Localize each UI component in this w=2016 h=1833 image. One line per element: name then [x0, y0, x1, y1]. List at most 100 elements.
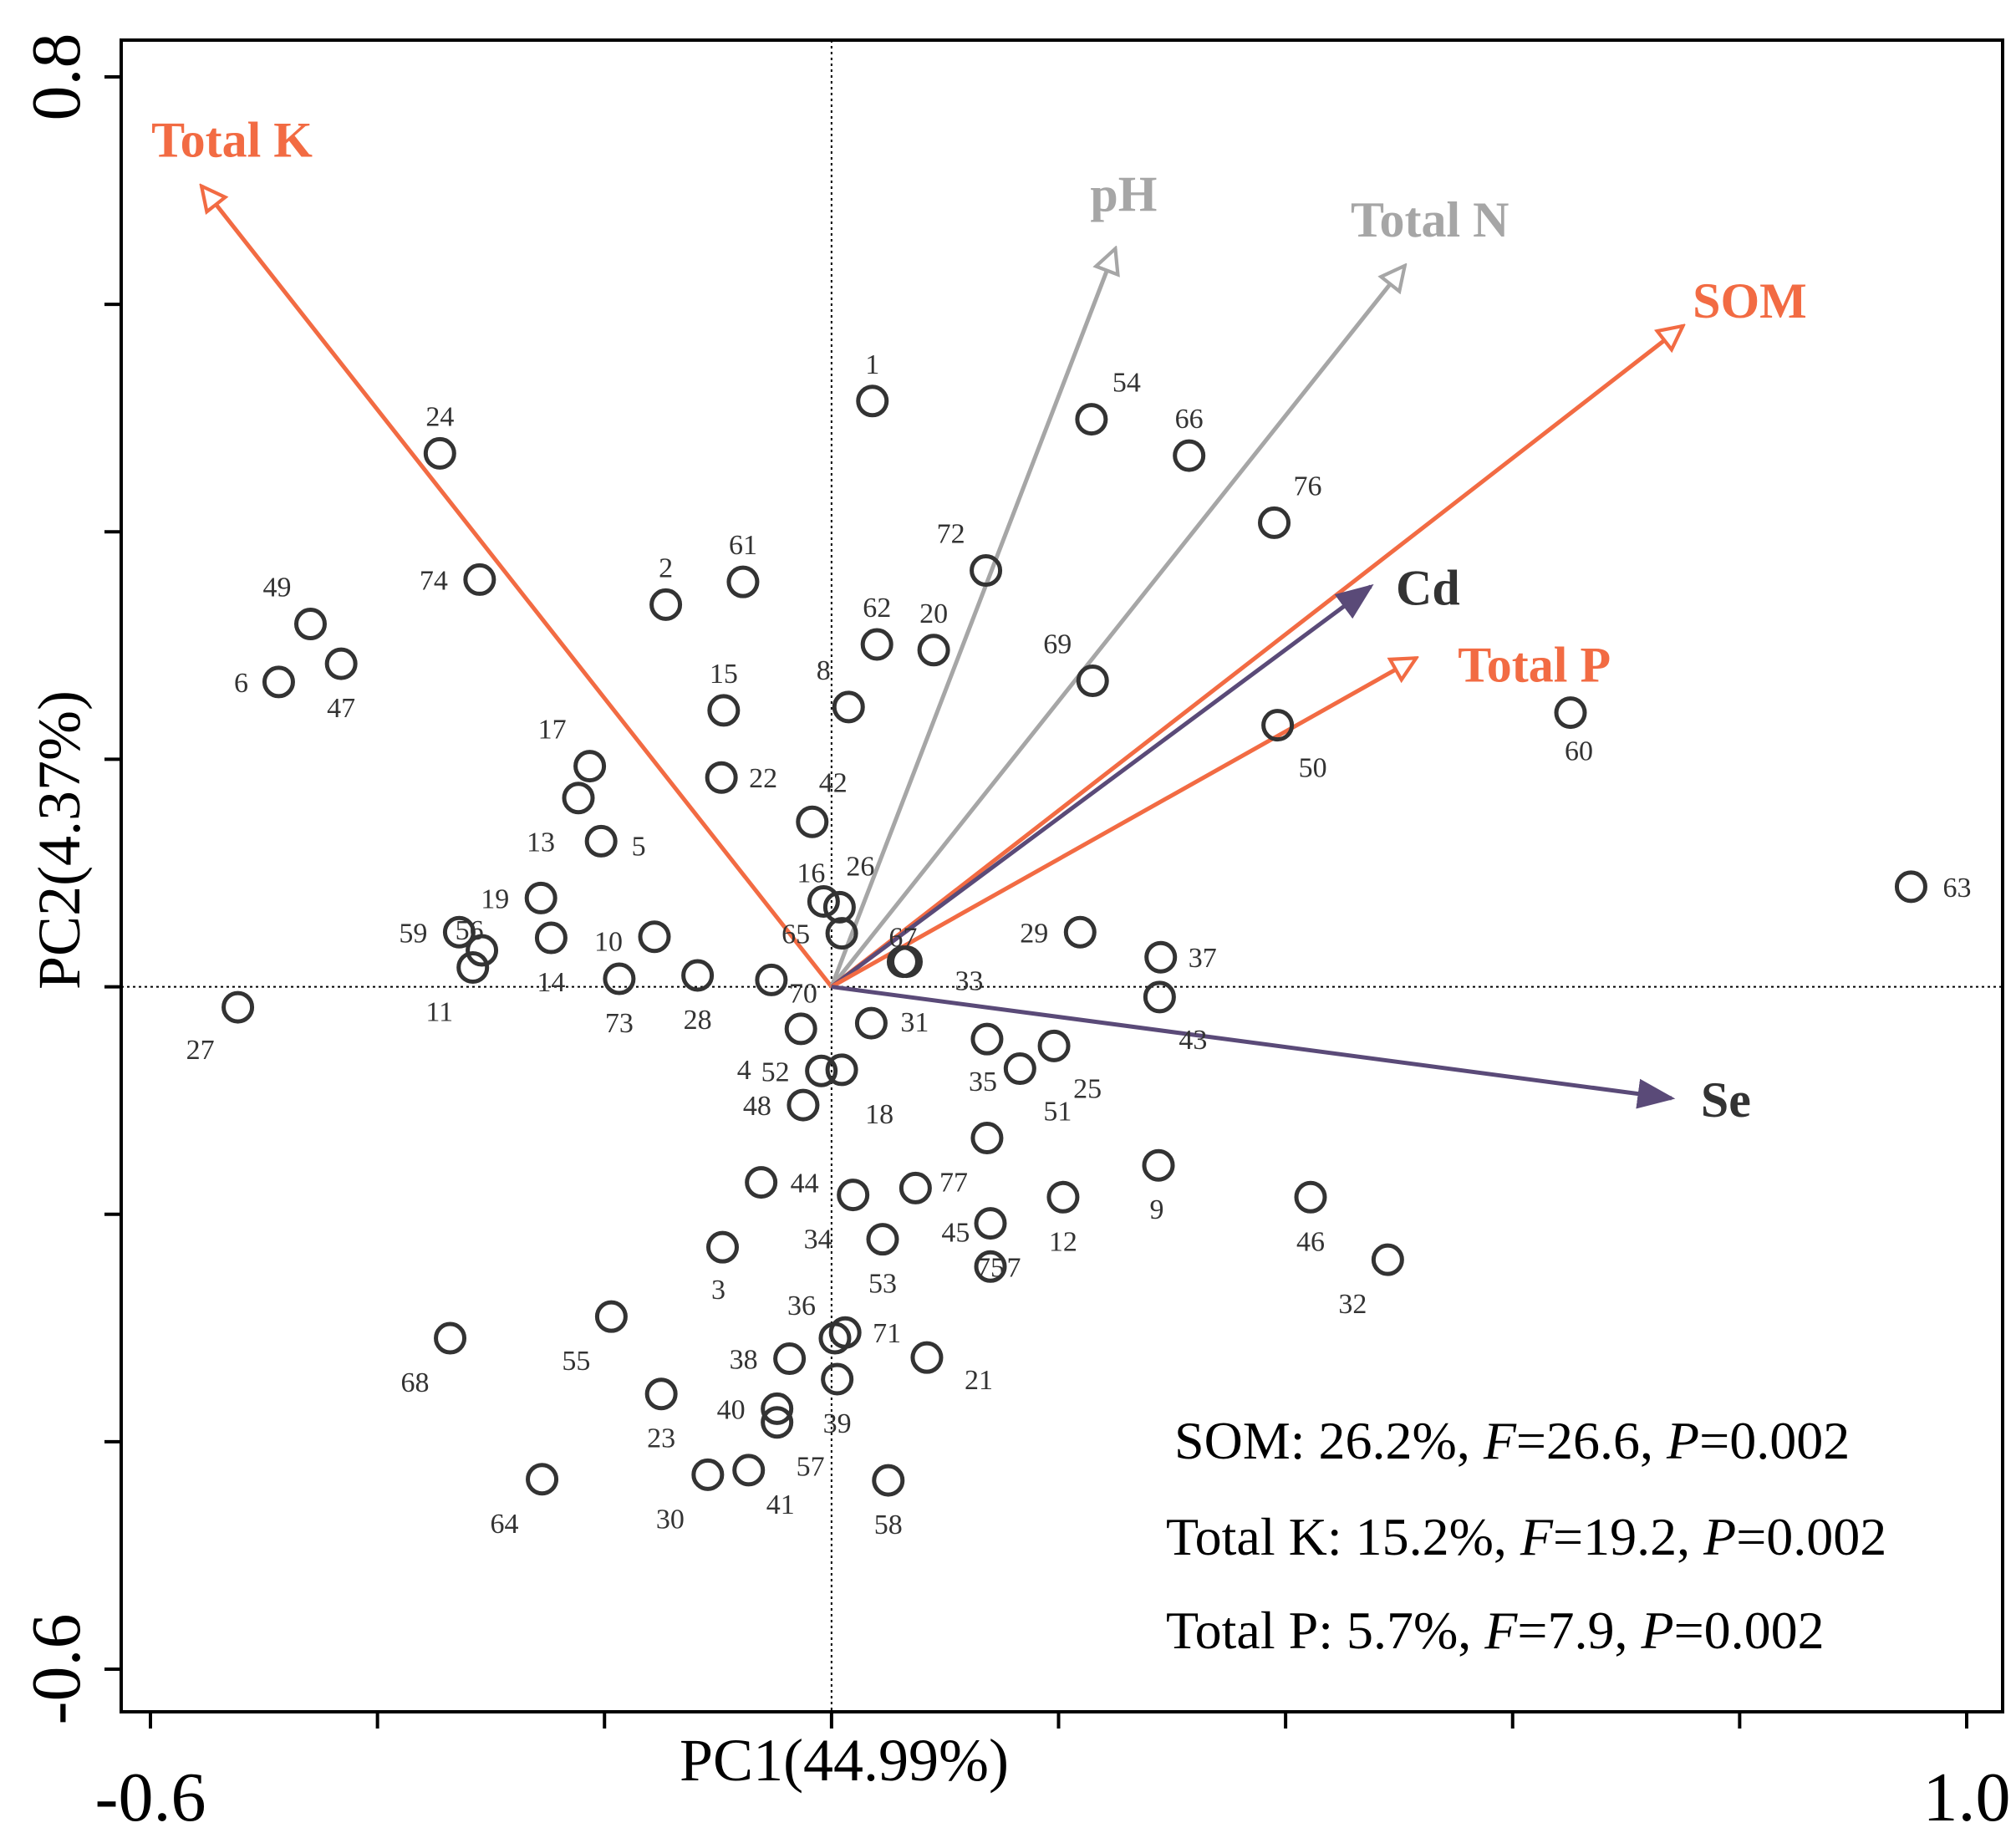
point-56 — [466, 934, 499, 967]
stats-line: Total K: 15.2%, F=19.2, P=0.002 — [1166, 1507, 1886, 1566]
point-label-63: 63 — [1942, 873, 1971, 904]
point-19 — [524, 881, 557, 914]
point-label-74: 74 — [420, 565, 448, 596]
point-31 — [854, 1006, 888, 1040]
arrow-cd — [830, 583, 1374, 989]
point-label-43: 43 — [1179, 1025, 1207, 1056]
point-label-51: 51 — [1043, 1097, 1072, 1128]
arrow-total-n — [829, 266, 1405, 989]
point-59 — [442, 915, 476, 949]
point-30 — [691, 1458, 725, 1491]
point-40 — [761, 1392, 794, 1425]
point-75 — [974, 1207, 1007, 1240]
point-54 — [1075, 403, 1108, 436]
point-label-60: 60 — [1565, 736, 1593, 767]
point-71 — [828, 1316, 862, 1349]
point-4 — [784, 1012, 817, 1046]
point-label-52: 52 — [761, 1057, 790, 1087]
point-label-26: 26 — [846, 851, 874, 882]
point-label-33: 33 — [955, 966, 984, 997]
point-43 — [1143, 980, 1176, 1014]
point-label-20: 20 — [919, 598, 948, 629]
point-24 — [423, 436, 456, 470]
point-76 — [1258, 506, 1291, 539]
point-69 — [1076, 664, 1109, 698]
point-label-25: 25 — [1073, 1073, 1102, 1104]
point-14 — [534, 921, 568, 955]
point-label-75: 75 — [976, 1253, 1005, 1284]
point-label-59: 59 — [399, 918, 427, 949]
point-6 — [262, 665, 295, 699]
stats-annotations: SOM: 26.2%, F=26.6, P=0.002 Total K: 15.2… — [1166, 1411, 1886, 1660]
point-label-62: 62 — [863, 593, 891, 624]
x-axis-label: PC1(44.99%) — [680, 1727, 1009, 1794]
point-2 — [649, 588, 683, 621]
point-label-65: 65 — [781, 919, 810, 950]
point-label-30: 30 — [656, 1504, 685, 1535]
point-label-73: 73 — [605, 1008, 634, 1039]
point-50 — [1261, 709, 1295, 742]
point-70 — [755, 963, 788, 996]
point-48 — [787, 1088, 820, 1122]
point-27 — [221, 990, 255, 1024]
point-label-76: 76 — [1294, 471, 1322, 502]
point-label-47: 47 — [327, 693, 355, 724]
stats-line: SOM: 26.2%, F=26.6, P=0.002 — [1174, 1411, 1850, 1470]
point-label-3: 3 — [711, 1275, 725, 1306]
point-42 — [796, 805, 829, 838]
arrow-ph — [829, 248, 1116, 988]
point-label-13: 13 — [527, 827, 555, 858]
arrow-label-se: Se — [1701, 1072, 1751, 1128]
y-tick-label: -0.6 — [18, 1614, 95, 1725]
point-label-50: 50 — [1299, 753, 1327, 784]
point-label-2: 2 — [659, 552, 673, 583]
sample-points — [221, 384, 1927, 1497]
point-label-29: 29 — [1020, 918, 1048, 949]
point-58 — [872, 1464, 905, 1497]
point-55 — [594, 1300, 628, 1333]
point-label-48: 48 — [743, 1091, 771, 1122]
point-label-61: 61 — [729, 530, 757, 561]
point-label-22: 22 — [749, 763, 777, 794]
point-label-1: 1 — [865, 349, 879, 380]
point-62 — [860, 628, 893, 661]
point-label-11: 11 — [425, 996, 453, 1027]
point-label-64: 64 — [491, 1509, 519, 1540]
point-label-49: 49 — [262, 573, 291, 603]
arrow-labels: Total K pH Total N SOM Cd Total P Se — [151, 113, 1807, 1128]
point-18 — [825, 1053, 858, 1087]
point-label-35: 35 — [969, 1067, 997, 1097]
point-23 — [644, 1377, 678, 1411]
point-label-36: 36 — [787, 1291, 816, 1321]
point-21 — [910, 1341, 944, 1374]
point-label-16: 16 — [797, 858, 825, 889]
point-57 — [761, 1406, 794, 1439]
point-label-69: 69 — [1043, 629, 1072, 660]
arrow-som — [830, 326, 1683, 989]
point-label-28: 28 — [684, 1005, 712, 1036]
point-45 — [899, 1171, 932, 1204]
point-label-55: 55 — [562, 1346, 590, 1377]
x-tick-label: 1.0 — [1923, 1759, 2011, 1833]
point-22 — [705, 761, 738, 794]
point-51 — [1003, 1052, 1036, 1086]
point-label-68: 68 — [401, 1367, 430, 1398]
point-label-31: 31 — [900, 1007, 929, 1038]
arrow-label-ph: pH — [1090, 166, 1157, 221]
point-label-56: 56 — [456, 915, 484, 946]
stats-line: Total P: 5.7%, F=7.9, P=0.002 — [1166, 1601, 1825, 1660]
point-29 — [1063, 915, 1097, 949]
point-label-17: 17 — [538, 715, 567, 746]
axis-ticks — [104, 75, 1968, 1729]
point-63 — [1894, 870, 1927, 904]
point-3 — [705, 1230, 739, 1264]
point-label-32: 32 — [1338, 1289, 1367, 1320]
point-label-8: 8 — [817, 655, 831, 686]
arrow-label-cd: Cd — [1396, 561, 1460, 616]
point-label-70: 70 — [789, 978, 817, 1009]
point-label-71: 71 — [873, 1318, 901, 1349]
point-label-72: 72 — [937, 519, 965, 550]
point-68 — [434, 1321, 467, 1355]
point-1 — [856, 384, 889, 418]
y-axis-label: PC2(4.37%) — [26, 690, 93, 990]
